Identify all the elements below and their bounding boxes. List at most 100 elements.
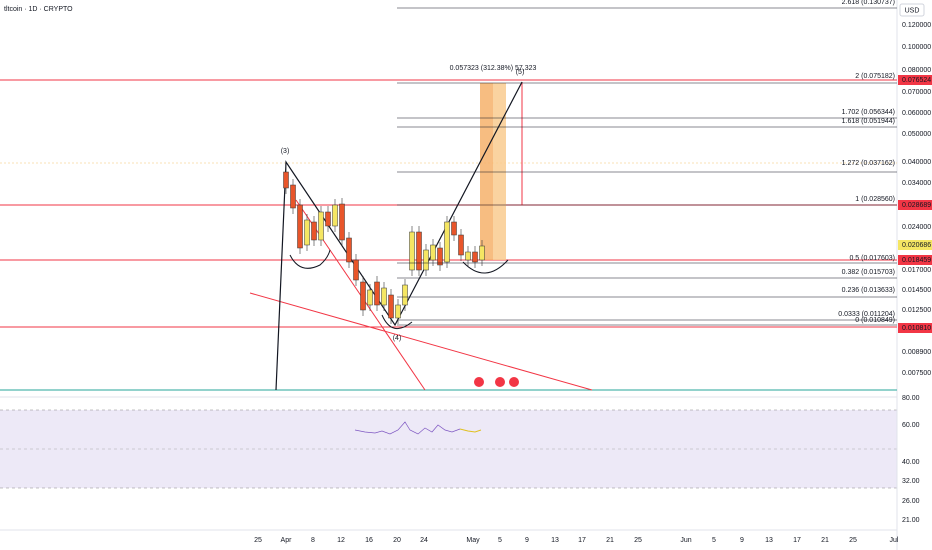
pattern-curve	[289, 249, 331, 269]
time-label: 9	[740, 537, 744, 544]
price-label: 0.070000	[902, 89, 931, 96]
candle-body	[402, 284, 408, 306]
currency-box[interactable]	[899, 3, 925, 17]
fib-label: 1.272 (0.037162)	[842, 160, 895, 167]
time-label: 21	[821, 537, 829, 544]
candle-body	[283, 171, 289, 189]
candle-body	[458, 234, 464, 256]
price-label: 0.014500	[902, 287, 931, 294]
time-label: Jul	[890, 537, 899, 544]
candle-body	[353, 259, 359, 281]
candle-body	[360, 281, 366, 311]
rsi-label: 80.00	[902, 395, 920, 402]
candle-body	[423, 249, 429, 271]
fib-label: 2.618 (0.130737)	[842, 0, 895, 6]
price-label: 0.024000	[902, 224, 931, 231]
price-label: 0.040000	[902, 159, 931, 166]
time-label: 21	[606, 537, 614, 544]
trendline	[249, 292, 593, 391]
fib-label: 0.5 (0.017603)	[849, 255, 895, 262]
candle-body	[465, 251, 471, 261]
rsi-line-recent	[459, 428, 482, 433]
rsi-label: 32.00	[902, 478, 920, 485]
price-badge-label: 0.076524	[902, 77, 931, 84]
fib-label: 1.618 (0.051944)	[842, 118, 895, 125]
candle-body	[437, 247, 443, 266]
fib-label: 0.236 (0.013633)	[842, 287, 895, 294]
price-badge-label: 0.020686	[902, 242, 931, 249]
candle-body	[381, 287, 387, 306]
time-label: 17	[793, 537, 801, 544]
price-label: 0.120000	[902, 22, 931, 29]
candle-body	[332, 204, 338, 227]
candle-body	[430, 244, 436, 261]
candle-body	[304, 219, 310, 246]
candle-body	[472, 251, 478, 263]
time-label: 5	[498, 537, 502, 544]
fib-label: 0.0333 (0.011204)	[838, 311, 895, 318]
rsi-label: 21.00	[902, 517, 920, 524]
price-label: 0.012500	[902, 307, 931, 314]
time-label: 25	[849, 537, 857, 544]
pattern-curve	[462, 259, 509, 274]
candle-body	[416, 231, 422, 271]
candle-body	[318, 211, 324, 241]
price-label: 0.008900	[902, 349, 931, 356]
candle-body	[339, 203, 345, 241]
time-label: 13	[551, 537, 559, 544]
fib-label: 2 (0.075182)	[855, 73, 895, 80]
time-label: 9	[525, 537, 529, 544]
price-badge	[898, 323, 932, 333]
candles	[283, 166, 485, 324]
candle-body	[388, 294, 394, 319]
time-label: Jun	[680, 537, 691, 544]
rsi-label: 40.00	[902, 459, 920, 466]
pattern-curve	[381, 314, 413, 330]
time-label: 12	[337, 537, 345, 544]
candle-body	[444, 221, 450, 263]
price-label: 0.034000	[902, 180, 931, 187]
price-label: 0.100000	[902, 44, 931, 51]
price-label: 0.080000	[902, 67, 931, 74]
candle-body	[479, 245, 485, 261]
candle-body	[409, 231, 415, 271]
candle-body	[395, 304, 401, 319]
time-label: 5	[712, 537, 716, 544]
time-label: 17	[578, 537, 586, 544]
projection-box-2	[493, 83, 506, 260]
measure-label: 0.057323 (312.38%) 57,323	[450, 65, 537, 72]
time-label: May	[466, 537, 480, 544]
price-label: 0.050000	[902, 131, 931, 138]
price-badge	[898, 255, 932, 265]
price-badge-label: 0.028689	[902, 202, 931, 209]
price-badge-label: 0.010810	[902, 325, 931, 332]
wave-label: (3)	[281, 148, 290, 155]
candle-body	[297, 204, 303, 249]
price-label: 0.060000	[902, 110, 931, 117]
fib-label: 0 (0.010849)	[855, 317, 895, 324]
rsi-label: 26.00	[902, 498, 920, 505]
time-label: 8	[311, 537, 315, 544]
symbol-title: tltcoin · 1D · CRYPTO	[4, 6, 73, 13]
candle-body	[374, 281, 380, 306]
price-badge	[898, 240, 932, 250]
rsi-band	[0, 410, 897, 488]
currency[interactable]: USD	[905, 7, 920, 14]
candle-body	[451, 221, 457, 236]
time-label: 16	[365, 537, 373, 544]
price-badge-label: 0.018459	[902, 257, 931, 264]
time-label: Apr	[281, 537, 293, 544]
event-icons	[474, 377, 519, 387]
fib-label: 1.702 (0.056344)	[842, 109, 895, 116]
time-label: 25	[634, 537, 642, 544]
price-badge	[898, 200, 932, 210]
candle-body	[325, 211, 331, 227]
time-label: 13	[765, 537, 773, 544]
rsi-line	[354, 421, 461, 435]
wave-label: (5)	[516, 69, 525, 76]
candle-body	[290, 184, 296, 209]
price-label: 0.017000	[902, 267, 931, 274]
time-label: 24	[420, 537, 428, 544]
wave-label: (4)	[393, 335, 402, 342]
